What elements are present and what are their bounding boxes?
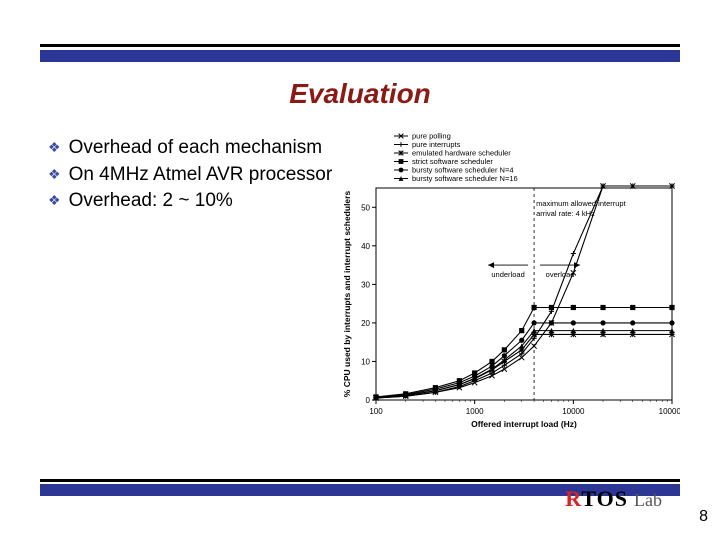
svg-text:20: 20	[361, 319, 370, 328]
svg-text:30: 30	[361, 280, 370, 289]
svg-text:underload: underload	[491, 270, 524, 279]
svg-text:bursty software scheduler N=16: bursty software scheduler N=16	[412, 174, 518, 183]
bullet-text: Overhead: 2 ~ 10%	[69, 189, 233, 214]
svg-text:Offered interrupt load (Hz): Offered interrupt load (Hz)	[471, 419, 577, 429]
brand-tos: TOS	[581, 486, 628, 511]
bottom-rule	[40, 479, 680, 482]
bullet-list: ❖ Overhead of each mechanism ❖ On 4MHz A…	[48, 136, 338, 216]
bullet-text: Overhead of each mechanism	[69, 136, 322, 161]
diamond-icon: ❖	[48, 193, 61, 207]
brand-r: R	[565, 486, 581, 511]
bullet-item: ❖ Overhead: 2 ~ 10%	[48, 189, 338, 214]
bullet-item: ❖ On 4MHz Atmel AVR processor	[48, 163, 338, 188]
top-band	[40, 50, 680, 62]
svg-text:0: 0	[366, 396, 371, 405]
bullet-item: ❖ Overhead of each mechanism	[48, 136, 338, 161]
bullet-text: On 4MHz Atmel AVR processor	[69, 163, 333, 188]
brand-lab: Lab	[634, 490, 662, 511]
svg-text:% CPU used by interrupts and i: % CPU used by interrupts and interrupt s…	[342, 191, 352, 398]
svg-text:100000: 100000	[659, 407, 680, 416]
svg-text:arrival rate: 4 kHz: arrival rate: 4 kHz	[536, 209, 595, 218]
svg-text:50: 50	[361, 203, 370, 212]
svg-text:overload: overload	[546, 270, 575, 279]
slide-title: Evaluation	[0, 78, 720, 110]
overhead-chart: 0 10 20 30 40 50 100 1000 10000 100000 Offered int…	[340, 130, 680, 430]
svg-text:maximum allowed interrupt: maximum allowed interrupt	[536, 199, 627, 208]
svg-text:10000: 10000	[562, 407, 585, 416]
page-number: 8	[699, 508, 708, 526]
svg-text:40: 40	[361, 242, 370, 251]
slide: Evaluation ❖ Overhead of each mechanism …	[0, 0, 720, 540]
svg-text:10: 10	[361, 357, 370, 366]
diamond-icon: ❖	[48, 140, 61, 154]
svg-text:1000: 1000	[466, 407, 484, 416]
svg-text:100: 100	[369, 407, 383, 416]
brand-rtos: RTOS	[565, 486, 628, 512]
footer-logo: RTOS Lab	[565, 486, 662, 514]
top-rule	[40, 44, 680, 47]
diamond-icon: ❖	[48, 167, 61, 181]
